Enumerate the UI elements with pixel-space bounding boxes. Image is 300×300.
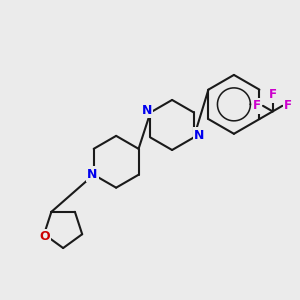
Text: F: F [253, 99, 261, 112]
Text: N: N [194, 129, 204, 142]
Text: F: F [284, 99, 292, 112]
Text: N: N [142, 103, 152, 117]
Text: O: O [39, 230, 50, 243]
Text: N: N [87, 168, 98, 181]
Text: F: F [269, 88, 277, 101]
